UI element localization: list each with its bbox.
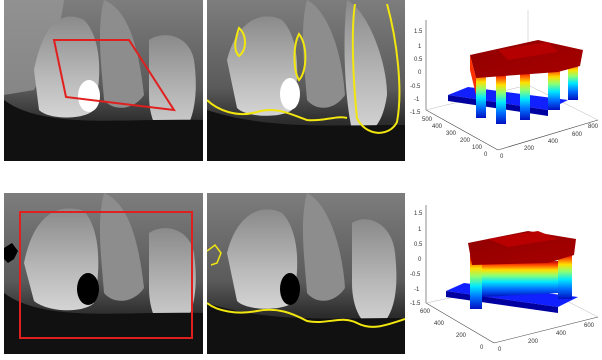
top-segmentation-panel [207, 0, 405, 161]
x-tick: 600 [584, 323, 595, 329]
dark-filling [280, 273, 300, 305]
z-tick: -1 [414, 97, 420, 103]
bright-filling [78, 80, 100, 112]
bottom-segmentation-image [207, 193, 405, 354]
x-tick: 800 [588, 124, 599, 130]
z-tick: 0 [418, 257, 422, 263]
x-tick: 200 [528, 339, 539, 345]
bright-filling [280, 78, 300, 110]
bottom-surface-svg: 1.5 1 0.5 0 -0.5 -1 -1.5 600 400 200 0 0… [410, 205, 599, 353]
dark-filling [77, 273, 99, 305]
y-tick: 0 [480, 345, 484, 351]
x-tick: 400 [548, 139, 559, 145]
top-xray-image [4, 0, 203, 161]
top-segmentation-image [207, 0, 405, 161]
z-tick: -1 [414, 287, 420, 293]
quadrilateral-roi [52, 39, 176, 112]
x-tick: 600 [572, 132, 583, 138]
bottom-xray-image [4, 193, 203, 354]
root-contour [234, 26, 246, 58]
root-contour [293, 32, 307, 82]
y-tick: 200 [456, 333, 467, 339]
x-tick: 200 [524, 146, 535, 152]
x-tick: 0 [498, 347, 502, 353]
z-tick: 1 [418, 44, 422, 50]
dark-artifact [4, 243, 18, 263]
x-tick: 400 [556, 331, 567, 337]
z-tick: 1.5 [414, 29, 423, 35]
top-surface-svg: 1.5 1 0.5 0 -0.5 -1 -1.5 500 400 300 200… [410, 10, 599, 160]
y-tick: 200 [460, 138, 471, 144]
bottom-surface-plot: 1.5 1 0.5 0 -0.5 -1 -1.5 600 400 200 0 0… [408, 193, 602, 354]
crown-contour [207, 99, 348, 122]
artifact-contour [207, 243, 222, 266]
bottom-segmentation-panel [207, 193, 405, 354]
y-tick: 400 [434, 321, 445, 327]
rectangle-roi [19, 211, 193, 339]
y-tick: 600 [420, 309, 431, 315]
crown-contour [207, 302, 405, 328]
z-tick: 1 [418, 227, 422, 233]
bottom-xray-panel [4, 193, 203, 354]
z-tick: 0.5 [414, 57, 423, 63]
y-tick: 400 [432, 124, 443, 130]
top-xray-panel [4, 0, 203, 161]
z-tick: -0.5 [410, 84, 421, 90]
z-tick: -1.5 [410, 110, 421, 116]
z-tick: 0.5 [414, 242, 423, 248]
z-tick: -0.5 [410, 272, 421, 278]
y-tick: 100 [472, 145, 483, 151]
z-tick: -1.5 [410, 301, 421, 307]
z-tick: 0 [418, 70, 422, 76]
y-tick: 0 [484, 152, 488, 158]
top-surface-plot: 1.5 1 0.5 0 -0.5 -1 -1.5 500 400 300 200… [408, 0, 602, 161]
y-tick: 300 [446, 131, 457, 137]
z-tick: 1.5 [414, 211, 423, 217]
y-tick: 500 [422, 117, 433, 123]
tooth-contour [351, 3, 401, 134]
x-tick: 0 [500, 154, 504, 160]
